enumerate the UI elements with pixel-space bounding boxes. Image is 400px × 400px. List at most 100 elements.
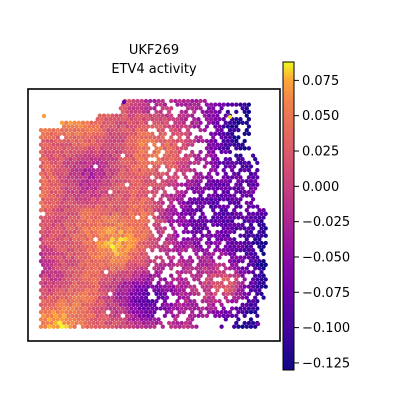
spatial-spot: [68, 259, 73, 264]
spatial-spot: [255, 284, 260, 289]
spatial-spot: [234, 320, 239, 326]
spatial-spot: [61, 218, 67, 224]
spatial-spot: [169, 208, 174, 213]
spatial-spot: [175, 313, 180, 318]
spatial-spot: [55, 186, 60, 191]
spatial-spot: [223, 113, 228, 118]
spatial-spot: [99, 320, 105, 326]
spatial-spot: [143, 251, 149, 257]
spatial-spot: [179, 262, 184, 267]
spatial-spot: [131, 113, 136, 118]
spatial-spot: [47, 309, 52, 315]
spatial-spot: [112, 153, 117, 158]
spatial-spot: [72, 120, 77, 125]
spatial-spot: [131, 295, 136, 300]
spatial-spot: [137, 299, 142, 304]
spatial-spot: [141, 102, 147, 107]
spatial-spot: [51, 266, 56, 271]
spatial-spot: [137, 233, 142, 238]
spatial-spot: [49, 313, 54, 318]
spatial-spot: [45, 291, 50, 297]
spatial-spot: [187, 102, 193, 107]
spatial-spot: [166, 255, 172, 260]
spatial-spot: [127, 157, 132, 162]
spatial-spot: [127, 178, 132, 184]
spatial-spot: [133, 109, 138, 115]
spatial-spot: [196, 175, 201, 180]
spatial-spot: [57, 146, 63, 151]
spatial-spot: [204, 153, 210, 158]
spatial-spot: [257, 229, 262, 235]
spatial-spot: [253, 215, 258, 220]
spatial-spot: [192, 299, 197, 304]
spatial-spot: [234, 284, 239, 289]
spatial-spot: [206, 259, 212, 264]
spatial-spot: [106, 200, 111, 206]
spatial-spot: [185, 222, 191, 227]
spatial-spot: [143, 208, 149, 213]
spatial-spot: [183, 102, 189, 107]
spatial-spot: [236, 288, 241, 293]
spatial-spot: [213, 240, 218, 246]
spatial-spot: [112, 320, 117, 326]
spatial-spot: [59, 171, 65, 176]
spatial-spot: [227, 215, 233, 220]
spatial-spot: [215, 164, 220, 169]
spatial-spot: [85, 186, 90, 191]
spatial-spot: [145, 124, 151, 129]
spatial-spot: [187, 138, 193, 144]
spatial-spot: [181, 229, 186, 235]
spatial-spot: [204, 109, 210, 115]
spatial-spot: [89, 251, 94, 257]
spatial-spot: [158, 182, 163, 187]
spatial-spot: [49, 284, 54, 289]
spatial-spot: [120, 269, 126, 275]
spatial-spot: [242, 168, 247, 173]
spatial-spot: [227, 266, 233, 271]
spatial-spot: [250, 153, 256, 158]
spatial-spot: [55, 149, 60, 155]
spatial-spot: [80, 273, 86, 278]
spatial-spot: [255, 321, 261, 327]
spatial-spot: [82, 226, 88, 231]
spatial-spot: [120, 277, 126, 282]
spatial-spot: [215, 215, 220, 220]
spatial-spot: [61, 277, 67, 282]
spatial-spot: [76, 164, 81, 169]
spatial-spot: [38, 186, 44, 191]
spatial-spot: [89, 142, 94, 147]
spatial-spot: [183, 146, 189, 151]
spatial-spot: [236, 295, 241, 300]
spatial-spot: [135, 157, 140, 162]
spatial-spot: [118, 178, 123, 184]
spatial-spot: [99, 197, 105, 202]
spatial-spot: [103, 313, 109, 318]
spatial-spot: [225, 146, 231, 151]
spatial-spot: [232, 142, 237, 147]
spatial-spot: [248, 288, 254, 293]
spatial-spot: [122, 295, 128, 300]
spatial-spot: [177, 98, 182, 104]
spatial-spot: [171, 255, 176, 260]
spatial-spot: [162, 153, 168, 158]
spatial-spot: [82, 204, 88, 209]
spatial-spot: [234, 226, 239, 231]
spatial-spot: [198, 222, 203, 227]
spatial-spot: [200, 233, 205, 238]
spatial-spot: [221, 124, 226, 129]
spatial-spot: [229, 218, 235, 224]
spatial-spot: [106, 266, 111, 271]
colorbar-ticks: 0.0750.0500.0250.000−0.025−0.050−0.075−0…: [294, 74, 350, 371]
spatial-spot: [91, 124, 96, 129]
spatial-spot: [236, 171, 241, 176]
spatial-spot: [66, 153, 71, 158]
spatial-spot: [166, 138, 172, 144]
spatial-spot: [225, 240, 231, 246]
spatial-spot: [38, 157, 44, 162]
spatial-spot: [108, 240, 113, 246]
spatial-spot: [158, 131, 163, 136]
spatial-spot: [234, 313, 239, 318]
spatial-spot: [82, 218, 88, 224]
spatial-spot: [162, 189, 168, 195]
spatial-spot: [255, 291, 260, 297]
